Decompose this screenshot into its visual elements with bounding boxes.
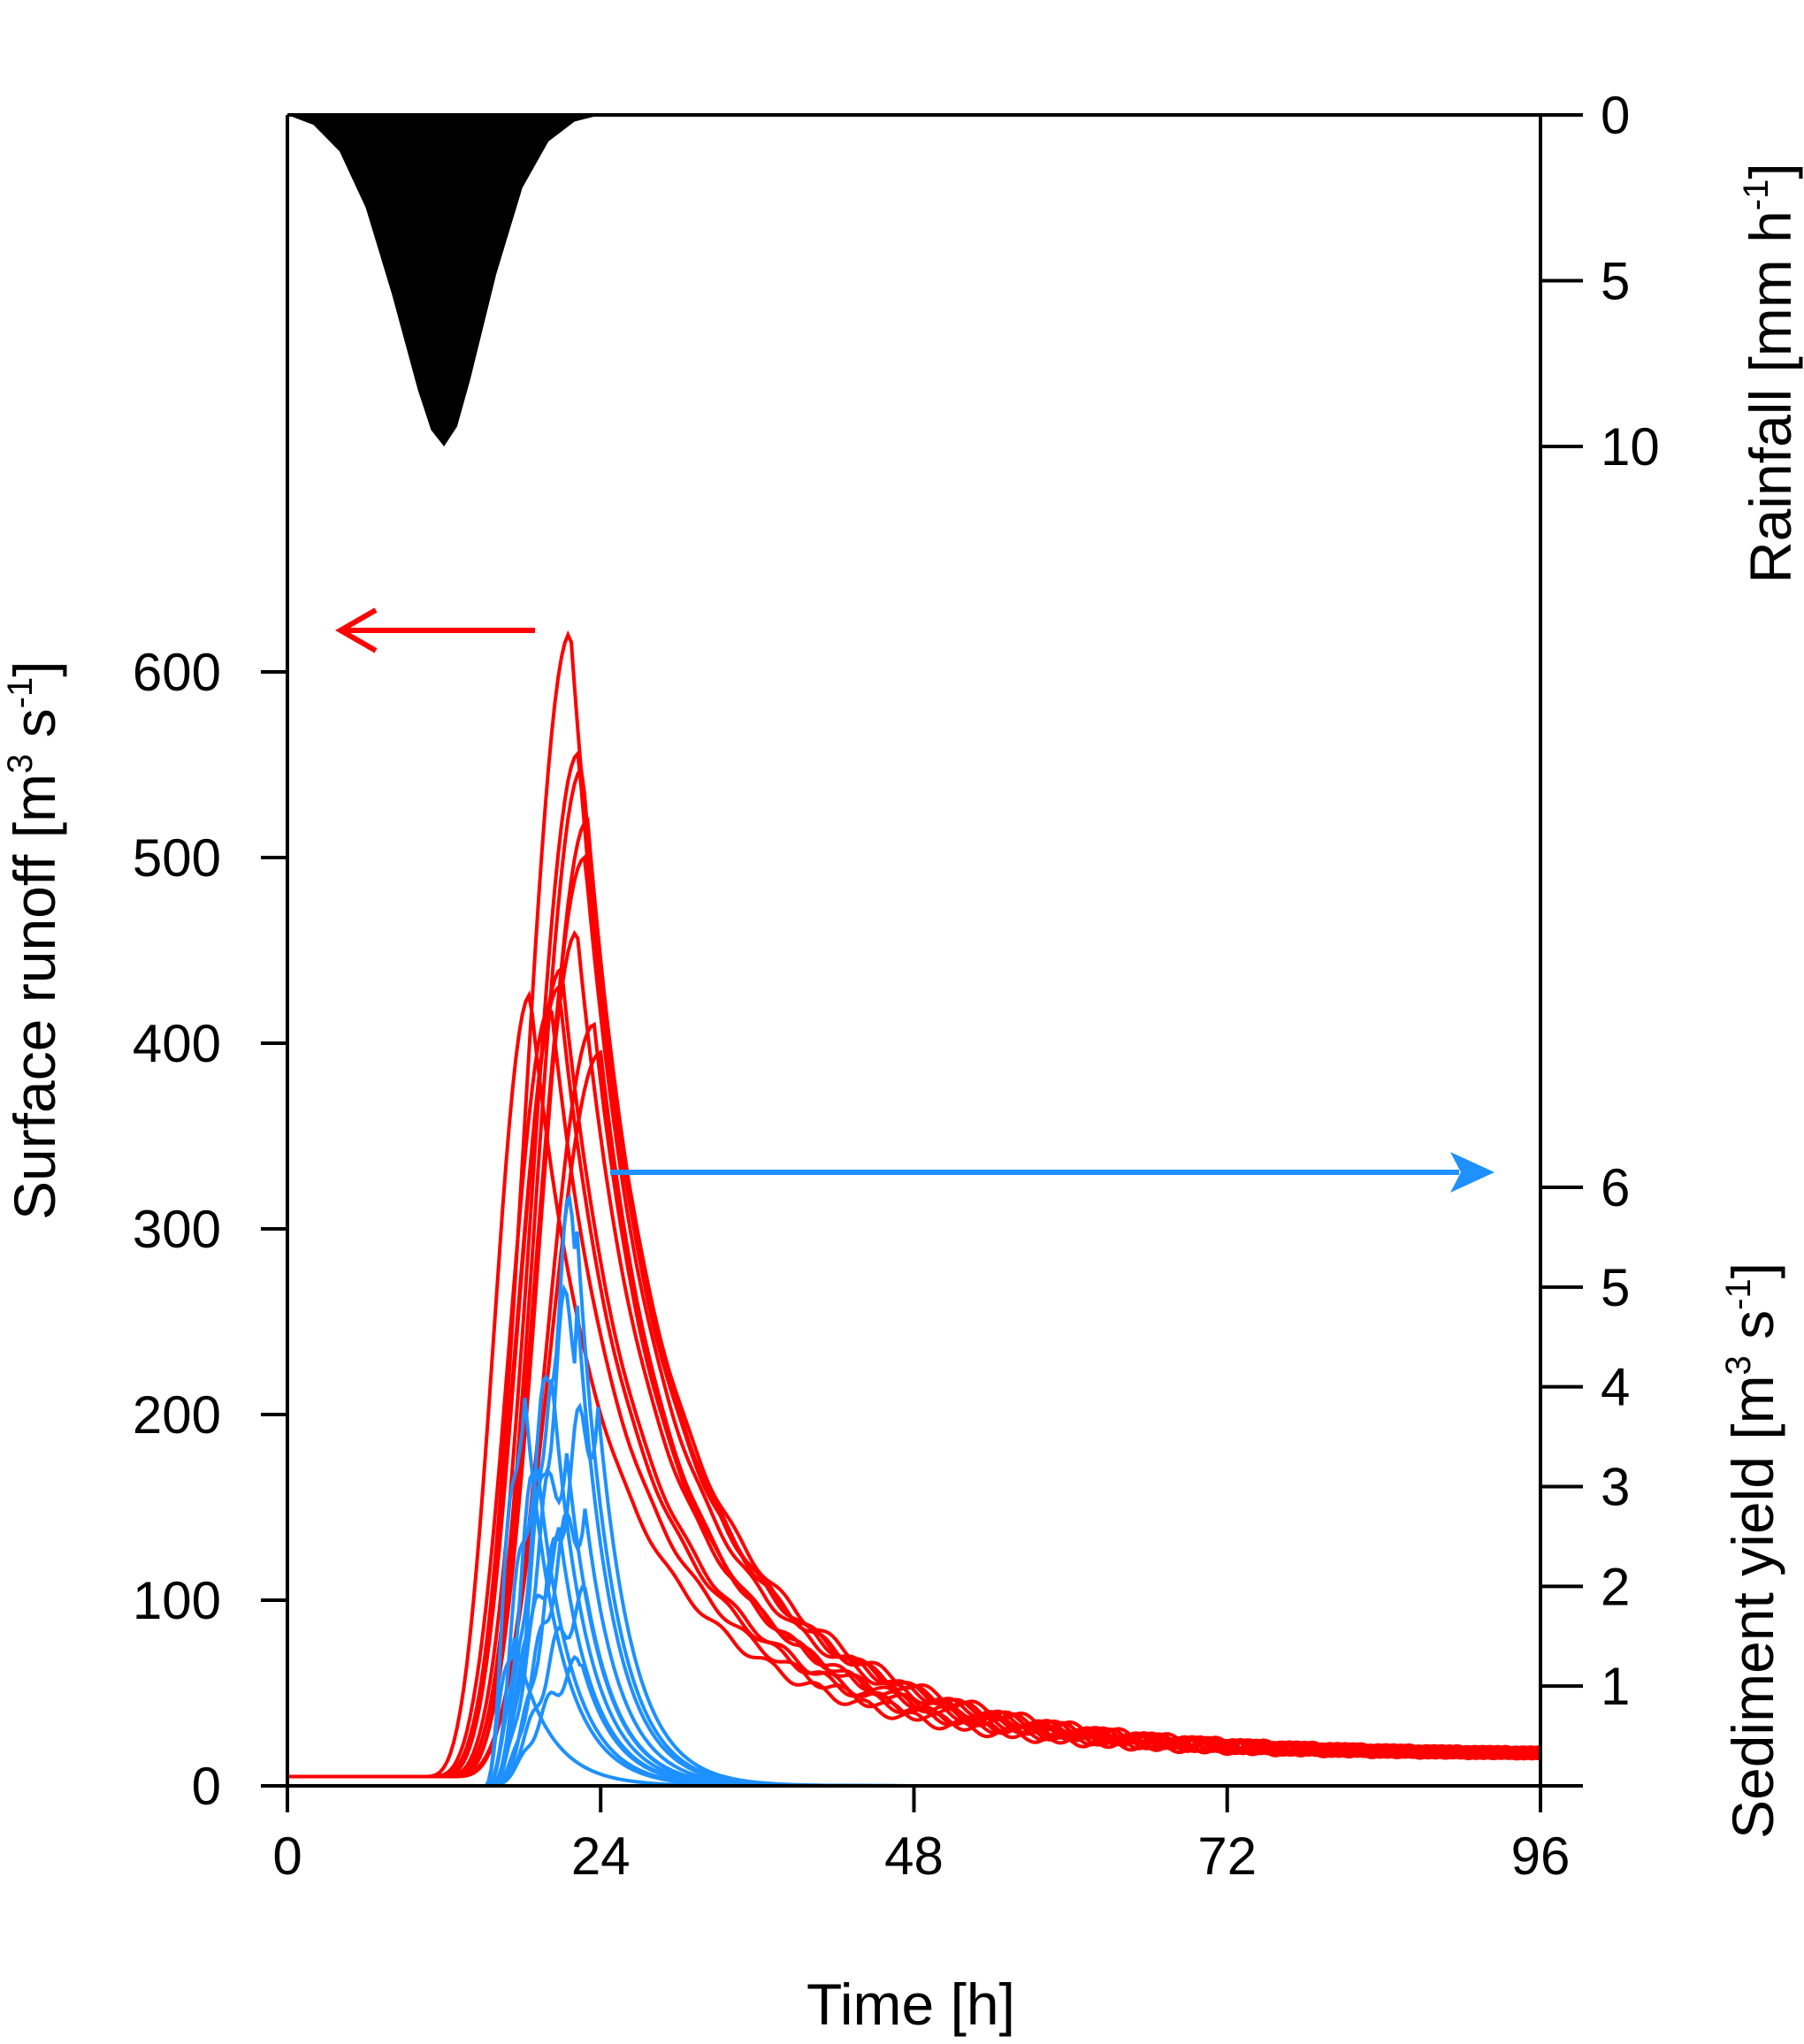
x-tick-group: 0 24 48 72 96: [272, 1786, 1570, 1886]
runoff-line: [287, 817, 1542, 1779]
runoff-line: [287, 929, 1541, 1779]
x-tick-label: 48: [884, 1827, 944, 1886]
runoff-line: [287, 990, 1541, 1779]
left-tick-label: 100: [133, 1571, 221, 1630]
runoff-line: [287, 1004, 1541, 1779]
sediment-tick-label: 3: [1601, 1458, 1630, 1517]
sediment-tick-label: 5: [1601, 1258, 1630, 1317]
sediment-tick-group: 1 2 3 4 5 6: [1540, 1158, 1630, 1788]
runoff-line: [287, 965, 1541, 1779]
blue-arrow-annotation: [610, 1152, 1494, 1193]
left-tick-label: 200: [133, 1385, 221, 1445]
rain-tick-label: 10: [1601, 417, 1660, 477]
sediment-tick-label: 4: [1601, 1358, 1630, 1417]
left-tick-label: 500: [133, 828, 221, 888]
left-tick-group: 0 100 200 300 400 500 600: [133, 643, 287, 1816]
rain-tick-label: 5: [1601, 252, 1630, 311]
runoff-line: [287, 629, 1542, 1779]
sediment-axis-title: Sediment yield [m3 s-1]: [1719, 1262, 1785, 1839]
runoff-line: [287, 1021, 1541, 1779]
runoff-line: [287, 764, 1541, 1779]
left-tick-label: 300: [133, 1200, 221, 1259]
left-tick-label: 0: [192, 1757, 221, 1816]
x-tick-label: 96: [1511, 1827, 1571, 1886]
red-arrow-annotation: [334, 607, 535, 653]
rain-tick-label: 0: [1601, 86, 1630, 145]
rain-tick-group: 0 5 10: [1540, 86, 1660, 477]
rain-axis-title: Rainfall [mm h-1]: [1737, 163, 1803, 583]
x-tick-label: 24: [571, 1827, 631, 1886]
runoff-line: [287, 853, 1542, 1779]
sediment-tick-label: 6: [1601, 1158, 1630, 1217]
sediment-tick-label: 2: [1601, 1557, 1630, 1616]
runoff-line: [287, 749, 1541, 1779]
left-axis-title: Surface runoff [m3 s-1]: [1, 660, 67, 1220]
runoff-series-group: [287, 629, 1542, 1779]
runoff-line: [287, 983, 1542, 1779]
left-tick-label: 600: [133, 643, 221, 702]
left-tick-label: 400: [133, 1014, 221, 1073]
rainfall-area: [287, 115, 601, 446]
x-axis-title: Time [h]: [806, 1972, 1015, 2037]
x-tick-label: 72: [1197, 1827, 1257, 1886]
sediment-line: [287, 1468, 1538, 1788]
sediment-tick-label: 1: [1601, 1657, 1630, 1716]
runoff-line: [287, 1049, 1542, 1779]
x-tick-label: 0: [272, 1827, 302, 1886]
